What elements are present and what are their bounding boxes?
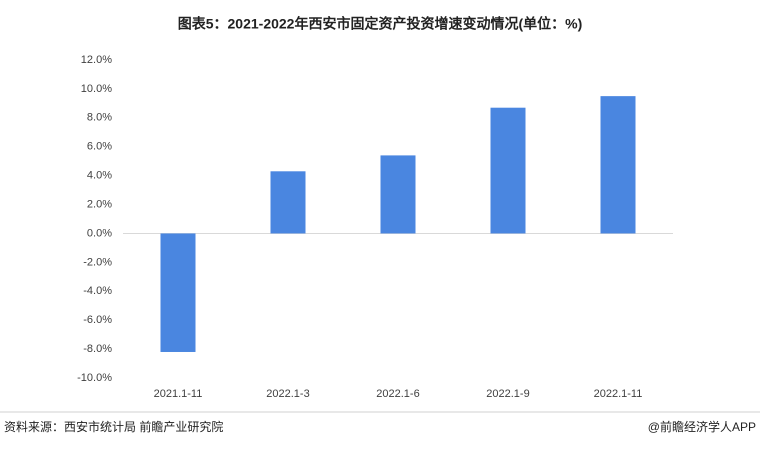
bar — [490, 107, 526, 234]
y-tick-label: 0.0% — [87, 227, 112, 239]
y-tick-label: -10.0% — [77, 372, 112, 384]
y-tick-label: -6.0% — [83, 314, 112, 326]
source: 资料来源：西安市统计局 前瞻产业研究院 — [4, 419, 223, 434]
x-tick-label: 2021.1-11 — [154, 388, 203, 400]
y-tick-label: 10.0% — [81, 83, 112, 95]
x-tick-label: 2022.1-9 — [486, 388, 529, 400]
x-tick-label: 2022.1-11 — [594, 388, 643, 400]
y-tick-label: -4.0% — [83, 285, 112, 297]
y-tick-label: -2.0% — [83, 256, 112, 268]
y-tick-label: 8.0% — [87, 112, 112, 124]
credit: @前瞻经济学人APP — [648, 419, 756, 434]
y-tick-label: 4.0% — [87, 170, 112, 182]
y-tick-label: -8.0% — [83, 343, 112, 355]
chart-title: 图表5：2021-2022年西安市固定资产投资增速变动情况(单位：%) — [178, 16, 583, 32]
bar — [600, 96, 636, 234]
x-tick-label: 2022.1-3 — [266, 388, 309, 400]
bar — [270, 171, 306, 234]
bar — [380, 155, 416, 234]
x-tick-label: 2022.1-6 — [376, 388, 419, 400]
y-tick-label: 12.0% — [81, 54, 112, 66]
y-tick-label: 6.0% — [87, 141, 112, 153]
y-tick-label: 2.0% — [87, 198, 112, 210]
bar — [160, 233, 196, 352]
